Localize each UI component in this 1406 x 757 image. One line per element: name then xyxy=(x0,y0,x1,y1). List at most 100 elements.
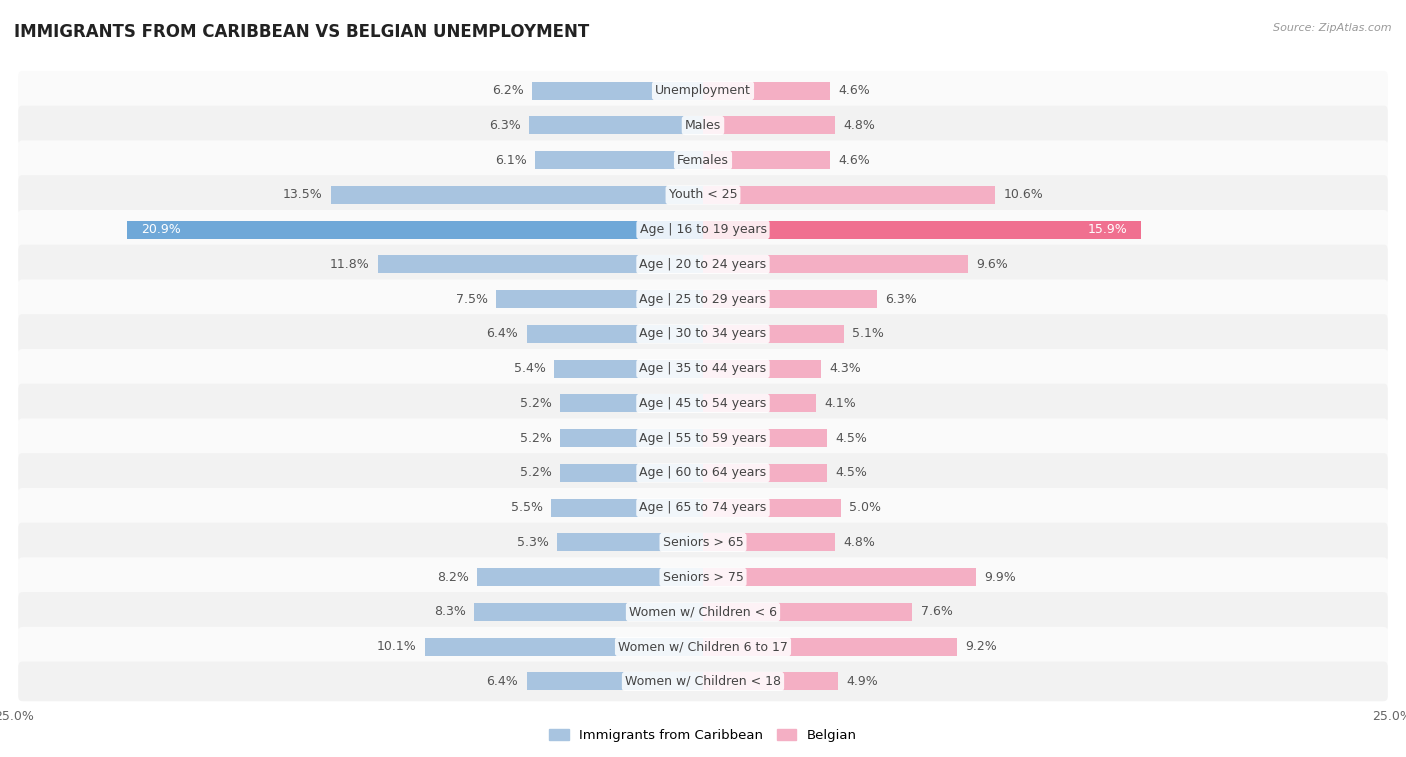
Text: Women w/ Children 6 to 17: Women w/ Children 6 to 17 xyxy=(619,640,787,653)
Text: 11.8%: 11.8% xyxy=(330,258,370,271)
FancyBboxPatch shape xyxy=(18,349,1388,388)
Bar xyxy=(703,290,876,308)
Text: 4.1%: 4.1% xyxy=(824,397,856,410)
Bar xyxy=(531,82,703,100)
Bar xyxy=(703,151,830,170)
Bar xyxy=(703,603,912,621)
Bar xyxy=(378,255,703,273)
Bar xyxy=(527,672,703,690)
Bar xyxy=(530,117,703,135)
Text: Age | 55 to 59 years: Age | 55 to 59 years xyxy=(640,431,766,444)
Bar xyxy=(474,603,703,621)
Text: 4.8%: 4.8% xyxy=(844,536,876,549)
Bar xyxy=(703,221,1142,238)
Text: Males: Males xyxy=(685,119,721,132)
FancyBboxPatch shape xyxy=(18,592,1388,632)
Text: 4.9%: 4.9% xyxy=(846,675,879,688)
FancyBboxPatch shape xyxy=(18,106,1388,145)
Bar xyxy=(560,464,703,482)
Text: 5.2%: 5.2% xyxy=(520,431,551,444)
Bar xyxy=(703,534,835,551)
Bar xyxy=(560,429,703,447)
Bar xyxy=(703,186,995,204)
FancyBboxPatch shape xyxy=(18,140,1388,180)
Text: Age | 60 to 64 years: Age | 60 to 64 years xyxy=(640,466,766,479)
Text: 4.3%: 4.3% xyxy=(830,362,862,375)
Text: Source: ZipAtlas.com: Source: ZipAtlas.com xyxy=(1274,23,1392,33)
Text: 7.6%: 7.6% xyxy=(921,606,953,618)
Bar xyxy=(551,499,703,517)
Bar xyxy=(703,672,838,690)
FancyBboxPatch shape xyxy=(18,662,1388,701)
FancyBboxPatch shape xyxy=(18,175,1388,215)
Bar xyxy=(534,151,703,170)
FancyBboxPatch shape xyxy=(18,279,1388,319)
Text: 5.1%: 5.1% xyxy=(852,328,884,341)
Text: Unemployment: Unemployment xyxy=(655,84,751,97)
Text: 8.2%: 8.2% xyxy=(437,571,468,584)
Bar xyxy=(557,534,703,551)
Text: 4.6%: 4.6% xyxy=(838,154,870,167)
Bar xyxy=(703,499,841,517)
Bar xyxy=(703,360,821,378)
Bar xyxy=(703,255,967,273)
FancyBboxPatch shape xyxy=(18,557,1388,597)
Bar xyxy=(527,325,703,343)
Text: Women w/ Children < 18: Women w/ Children < 18 xyxy=(626,675,780,688)
Legend: Immigrants from Caribbean, Belgian: Immigrants from Caribbean, Belgian xyxy=(550,728,856,742)
FancyBboxPatch shape xyxy=(18,488,1388,528)
Text: 4.5%: 4.5% xyxy=(835,466,868,479)
Bar xyxy=(477,569,703,586)
Text: Age | 30 to 34 years: Age | 30 to 34 years xyxy=(640,328,766,341)
Text: 6.3%: 6.3% xyxy=(884,293,917,306)
Text: 7.5%: 7.5% xyxy=(456,293,488,306)
Text: Age | 65 to 74 years: Age | 65 to 74 years xyxy=(640,501,766,514)
Text: 5.4%: 5.4% xyxy=(515,362,546,375)
Bar xyxy=(703,117,835,135)
Text: Age | 20 to 24 years: Age | 20 to 24 years xyxy=(640,258,766,271)
FancyBboxPatch shape xyxy=(18,627,1388,666)
Text: Seniors > 75: Seniors > 75 xyxy=(662,571,744,584)
Bar xyxy=(703,394,815,413)
Text: 9.2%: 9.2% xyxy=(965,640,997,653)
Text: Age | 16 to 19 years: Age | 16 to 19 years xyxy=(640,223,766,236)
Bar xyxy=(330,186,703,204)
FancyBboxPatch shape xyxy=(18,71,1388,111)
Bar xyxy=(703,464,827,482)
Text: 5.5%: 5.5% xyxy=(512,501,543,514)
Text: Youth < 25: Youth < 25 xyxy=(669,188,737,201)
Text: 13.5%: 13.5% xyxy=(283,188,323,201)
Bar xyxy=(496,290,703,308)
Text: Age | 45 to 54 years: Age | 45 to 54 years xyxy=(640,397,766,410)
Text: 9.6%: 9.6% xyxy=(976,258,1008,271)
Bar xyxy=(127,221,703,238)
Text: 6.4%: 6.4% xyxy=(486,328,519,341)
Text: 6.3%: 6.3% xyxy=(489,119,522,132)
Text: 10.1%: 10.1% xyxy=(377,640,416,653)
Text: Age | 35 to 44 years: Age | 35 to 44 years xyxy=(640,362,766,375)
FancyBboxPatch shape xyxy=(18,453,1388,493)
Text: 6.2%: 6.2% xyxy=(492,84,524,97)
Text: Women w/ Children < 6: Women w/ Children < 6 xyxy=(628,606,778,618)
Text: 5.3%: 5.3% xyxy=(517,536,548,549)
Text: 5.2%: 5.2% xyxy=(520,466,551,479)
Bar xyxy=(425,637,703,656)
Bar xyxy=(703,429,827,447)
Text: 20.9%: 20.9% xyxy=(141,223,180,236)
Text: Seniors > 65: Seniors > 65 xyxy=(662,536,744,549)
Text: 5.2%: 5.2% xyxy=(520,397,551,410)
FancyBboxPatch shape xyxy=(18,210,1388,250)
Text: 4.6%: 4.6% xyxy=(838,84,870,97)
Text: 15.9%: 15.9% xyxy=(1088,223,1128,236)
Text: Females: Females xyxy=(678,154,728,167)
FancyBboxPatch shape xyxy=(18,245,1388,285)
Text: 5.0%: 5.0% xyxy=(849,501,882,514)
Bar xyxy=(703,569,976,586)
FancyBboxPatch shape xyxy=(18,419,1388,458)
Bar xyxy=(703,637,956,656)
Text: IMMIGRANTS FROM CARIBBEAN VS BELGIAN UNEMPLOYMENT: IMMIGRANTS FROM CARIBBEAN VS BELGIAN UNE… xyxy=(14,23,589,41)
Text: 6.1%: 6.1% xyxy=(495,154,527,167)
FancyBboxPatch shape xyxy=(18,522,1388,562)
Text: Age | 25 to 29 years: Age | 25 to 29 years xyxy=(640,293,766,306)
FancyBboxPatch shape xyxy=(18,314,1388,354)
